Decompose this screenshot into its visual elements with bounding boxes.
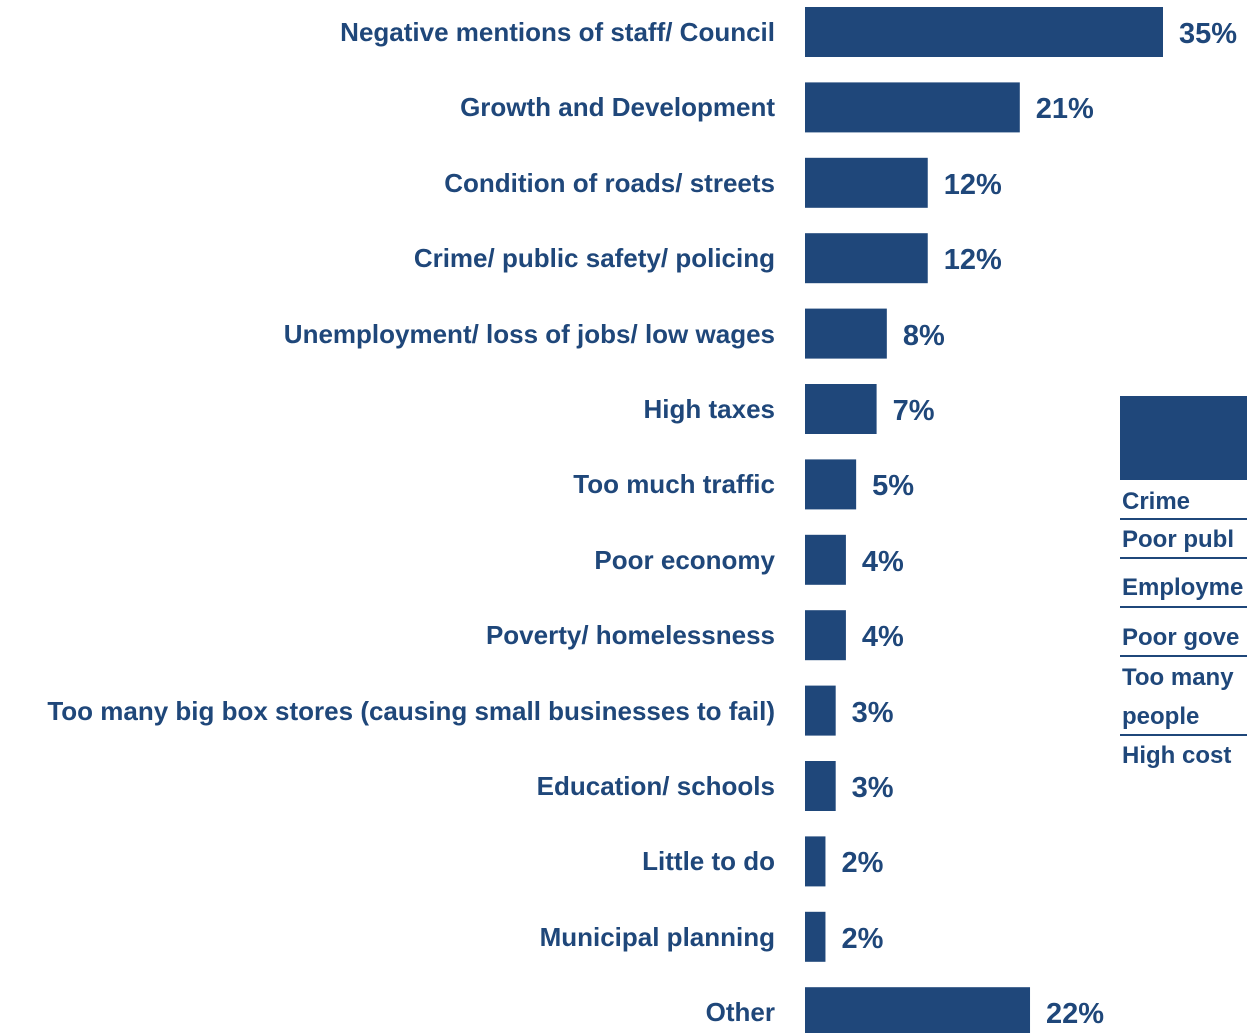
value-label: 7% [892,395,935,427]
side-table-row: Poor gove [1122,624,1240,651]
value-label: 3% [851,696,894,729]
bar [805,308,887,359]
bar [805,157,928,208]
value-label: 3% [851,772,894,804]
category-label: Municipal planning [539,921,775,952]
bar [805,685,836,736]
value-label: 5% [872,470,915,503]
category-label: Little to do [642,846,775,877]
side-table-row: Employme [1122,574,1244,601]
value-label: 4% [861,545,904,578]
category-label: High taxes [643,394,776,424]
value-label: 2% [841,847,884,880]
bar [805,384,877,434]
side-table-rule [1120,557,1247,559]
bar [805,82,1020,133]
bar [805,911,826,962]
side-table-row: High cost [1122,742,1232,769]
category-label: Negative mentions of staff/ Council [340,17,775,47]
category-label: Poor economy [594,544,775,575]
category-label: Education/ schools [536,771,775,801]
category-label: Unemployment/ loss of jobs/ low wages [283,318,775,349]
side-table-row: Crime [1122,488,1191,515]
value-label: 12% [943,244,1002,277]
side-table-row: Poor publ [1122,526,1234,553]
bar [805,459,857,510]
category-label: Too many big box stores (causing small b… [47,695,775,726]
category-label: Too much traffic [573,469,775,500]
value-label: 12% [943,168,1002,201]
value-label: 35% [1179,18,1238,50]
side-table: Crime Poor publ Employme Poor gove Too m… [1120,396,1247,786]
bar [805,836,826,887]
side-table-rule [1120,518,1247,520]
value-label: 21% [1035,93,1094,126]
bar [805,7,1163,57]
bar [805,610,846,661]
side-table-header [1120,396,1247,480]
side-table-row: people [1122,703,1200,730]
category-label: Poverty/ homelessness [485,620,775,651]
side-table-rule [1120,655,1247,657]
bar [805,987,1031,1033]
value-label: 4% [861,621,904,654]
value-label: 8% [902,319,945,352]
side-table-rule [1120,734,1247,736]
bar [805,233,928,284]
category-label: Condition of roads/ streets [444,167,775,198]
side-table-rule [1120,606,1247,608]
side-table-row: Too many [1122,664,1234,691]
category-label: Crime/ public safety/ policing [413,243,775,274]
category-label: Other [705,997,775,1028]
value-label: 2% [841,922,884,955]
bar [805,534,846,585]
bar [805,761,836,811]
category-label: Growth and Development [460,92,775,123]
value-label: 22% [1046,998,1105,1031]
